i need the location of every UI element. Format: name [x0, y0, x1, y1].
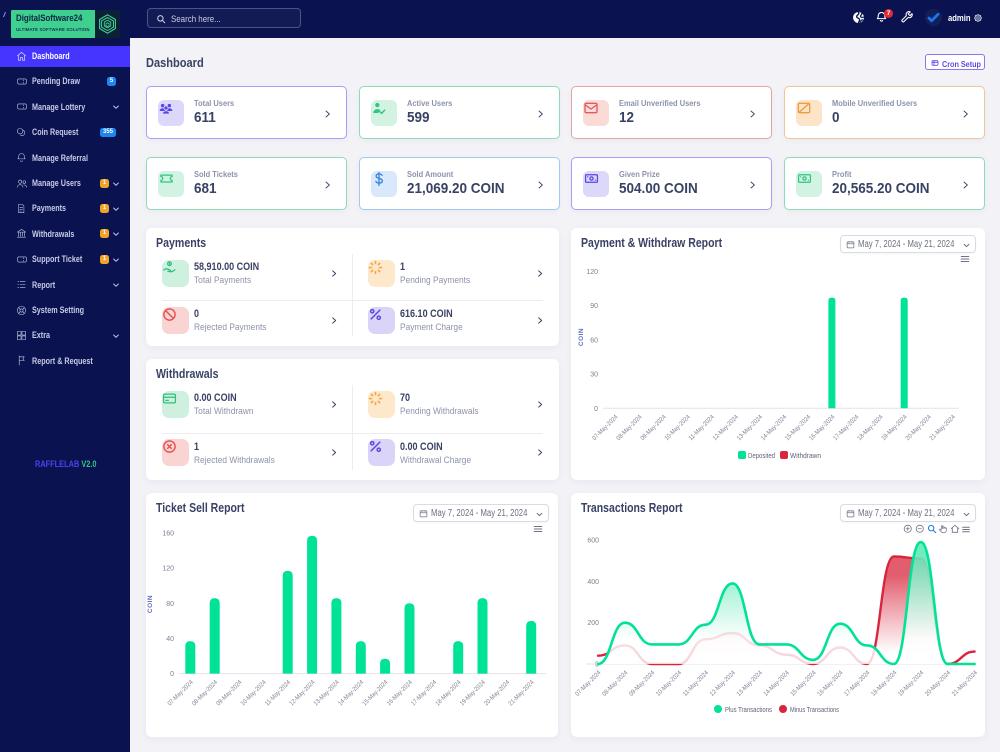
svg-text:20-May-2024: 20-May-2024 — [904, 413, 933, 442]
svg-text:20-May-2024: 20-May-2024 — [483, 679, 512, 708]
svg-text:15-May-2024: 15-May-2024 — [361, 679, 390, 708]
svg-text:14-May-2024: 14-May-2024 — [337, 679, 366, 708]
svg-text:12-May-2024: 12-May-2024 — [712, 413, 741, 442]
svg-text:21-May-2024: 21-May-2024 — [951, 669, 980, 698]
svg-text:18-May-2024: 18-May-2024 — [434, 679, 463, 708]
svg-text:14-May-2024: 14-May-2024 — [760, 413, 789, 442]
svg-text:30: 30 — [590, 372, 598, 379]
svg-text:17-May-2024: 17-May-2024 — [832, 413, 861, 442]
svg-text:16-May-2024: 16-May-2024 — [386, 679, 415, 708]
svg-text:17-May-2024: 17-May-2024 — [410, 679, 439, 708]
svg-text:13-May-2024: 13-May-2024 — [736, 413, 765, 442]
svg-text:90: 90 — [590, 303, 598, 310]
svg-text:60: 60 — [590, 337, 598, 344]
svg-text:13-May-2024: 13-May-2024 — [313, 679, 342, 708]
svg-text:0: 0 — [594, 406, 598, 413]
svg-text:19-May-2024: 19-May-2024 — [459, 679, 488, 708]
svg-text:09-May-2024: 09-May-2024 — [639, 413, 668, 442]
svg-text:80: 80 — [166, 601, 174, 608]
svg-text:12-May-2024: 12-May-2024 — [709, 669, 738, 698]
svg-text:15-May-2024: 15-May-2024 — [789, 669, 818, 698]
svg-text:21-May-2024: 21-May-2024 — [929, 413, 958, 442]
svg-text:12-May-2024: 12-May-2024 — [288, 679, 317, 708]
svg-text:10-May-2024: 10-May-2024 — [663, 413, 692, 442]
svg-text:400: 400 — [587, 579, 599, 586]
svg-text:09-May-2024: 09-May-2024 — [215, 679, 244, 708]
svg-text:18-May-2024: 18-May-2024 — [856, 413, 885, 442]
svg-text:08-May-2024: 08-May-2024 — [615, 413, 644, 442]
svg-text:Plus Transactions: Plus Transactions — [725, 705, 772, 714]
svg-text:19-May-2024: 19-May-2024 — [897, 669, 926, 698]
svg-text:18-May-2024: 18-May-2024 — [870, 669, 899, 698]
svg-text:11-May-2024: 11-May-2024 — [688, 413, 717, 442]
svg-text:120: 120 — [162, 566, 174, 573]
svg-text:10-May-2024: 10-May-2024 — [240, 679, 269, 708]
svg-text:21-May-2024: 21-May-2024 — [507, 679, 536, 708]
svg-text:Minus Transactions: Minus Transactions — [790, 705, 839, 714]
svg-text:19-May-2024: 19-May-2024 — [880, 413, 909, 442]
svg-text:Deposited: Deposited — [748, 451, 775, 460]
svg-text:600: 600 — [587, 538, 599, 545]
svg-text:13-May-2024: 13-May-2024 — [736, 669, 765, 698]
svg-text:COIN: COIN — [578, 328, 585, 346]
svg-text:17-May-2024: 17-May-2024 — [843, 669, 872, 698]
svg-text:11-May-2024: 11-May-2024 — [264, 679, 293, 708]
svg-text:16-May-2024: 16-May-2024 — [816, 669, 845, 698]
svg-text:COIN: COIN — [147, 595, 154, 613]
svg-text:14-May-2024: 14-May-2024 — [762, 669, 791, 698]
svg-text:200: 200 — [587, 620, 599, 627]
svg-text:08-May-2024: 08-May-2024 — [601, 669, 630, 698]
svg-text:11-May-2024: 11-May-2024 — [682, 669, 711, 698]
svg-text:07-May-2024: 07-May-2024 — [574, 669, 603, 698]
svg-text:20-May-2024: 20-May-2024 — [924, 669, 953, 698]
svg-text:08-May-2024: 08-May-2024 — [191, 679, 220, 708]
svg-text:09-May-2024: 09-May-2024 — [628, 669, 657, 698]
svg-text:40: 40 — [166, 636, 174, 643]
svg-text:160: 160 — [162, 531, 174, 538]
svg-text:0: 0 — [595, 662, 599, 669]
svg-text:120: 120 — [586, 269, 598, 276]
svg-text:07-May-2024: 07-May-2024 — [166, 679, 195, 708]
svg-text:16-May-2024: 16-May-2024 — [808, 413, 837, 442]
svg-text:0: 0 — [170, 671, 174, 678]
svg-text:15-May-2024: 15-May-2024 — [784, 413, 813, 442]
svg-text:10-May-2024: 10-May-2024 — [655, 669, 684, 698]
svg-text:Withdrawn: Withdrawn — [790, 451, 821, 460]
svg-text:07-May-2024: 07-May-2024 — [591, 413, 620, 442]
